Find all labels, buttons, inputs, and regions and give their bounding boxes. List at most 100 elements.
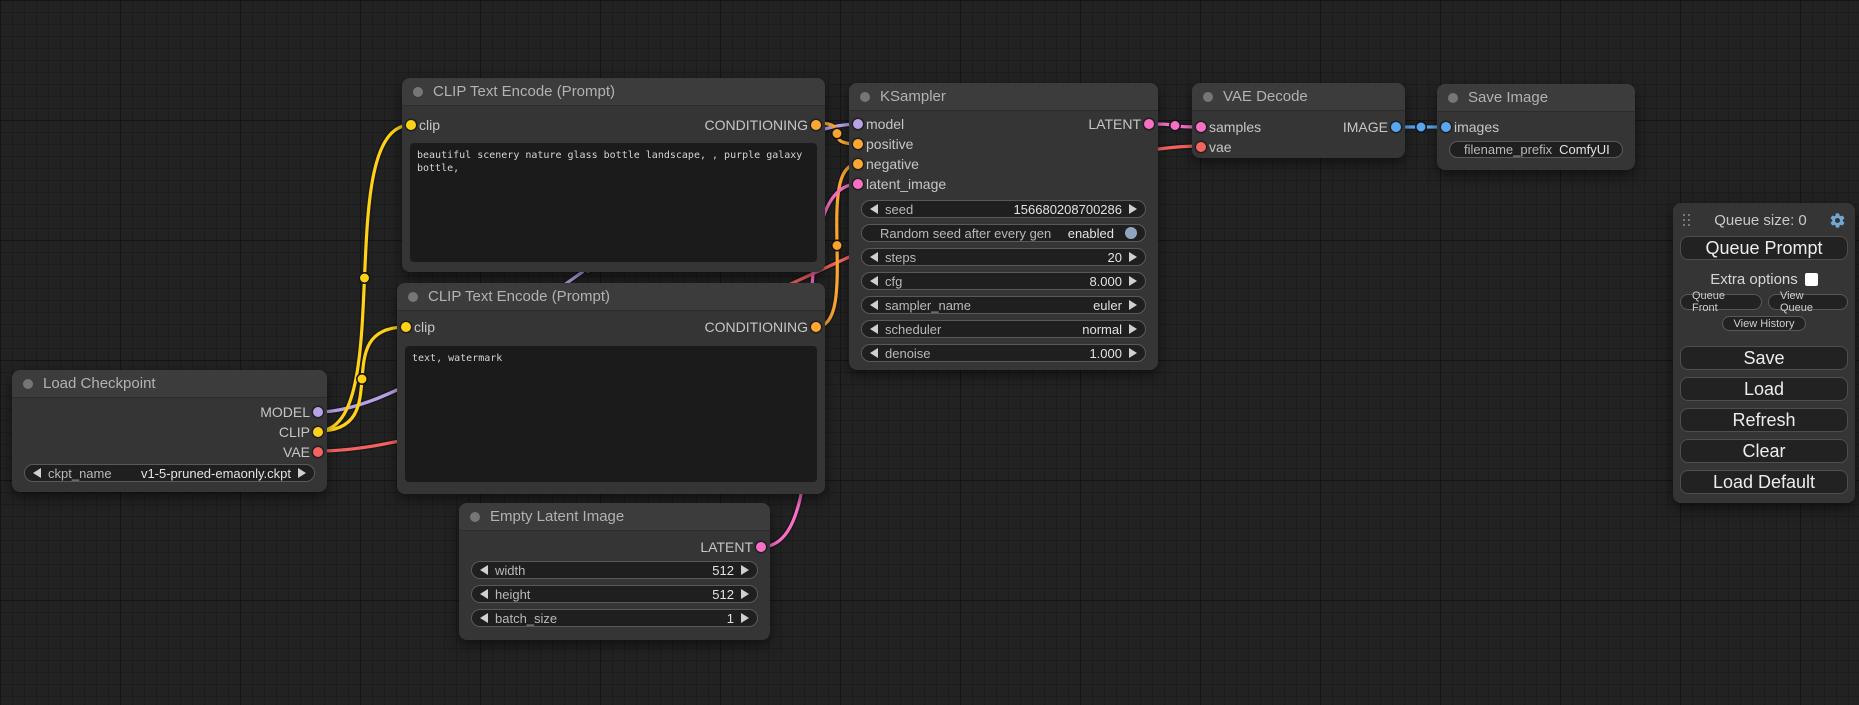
output-slot-image[interactable] bbox=[1391, 122, 1401, 132]
node-load-checkpoint[interactable]: Load Checkpoint MODEL CLIP VAE ckpt_name… bbox=[12, 370, 327, 492]
input-slot-samples[interactable] bbox=[1196, 122, 1206, 132]
queue-front-button[interactable]: Queue Front bbox=[1680, 290, 1762, 314]
input-slot-vae[interactable] bbox=[1196, 142, 1206, 152]
left-arrow-icon[interactable] bbox=[870, 300, 878, 310]
left-arrow-icon[interactable] bbox=[870, 204, 878, 214]
workflow-button-stack: Save Load Refresh Clear Load Default bbox=[1680, 346, 1848, 494]
random-seed-toggle-widget[interactable]: Random seed after every gen enabled bbox=[861, 224, 1146, 242]
denoise-widget[interactable]: denoise 1.000 bbox=[861, 344, 1146, 362]
input-slot-images[interactable] bbox=[1441, 122, 1451, 132]
left-arrow-icon[interactable] bbox=[480, 565, 488, 575]
view-history-button[interactable]: View History bbox=[1721, 316, 1807, 331]
filename-prefix-widget[interactable]: filename_prefix ComfyUI bbox=[1449, 141, 1623, 158]
link-midpoint-dot[interactable] bbox=[356, 373, 368, 385]
right-arrow-icon[interactable] bbox=[1129, 348, 1137, 358]
node-title-bar[interactable]: CLIP Text Encode (Prompt) bbox=[402, 78, 825, 106]
output-label: IMAGE bbox=[1342, 119, 1388, 135]
ckpt-name-widget[interactable]: ckpt_name v1-5-pruned-emaonly.ckpt bbox=[24, 464, 315, 482]
prompt-textarea[interactable]: beautiful scenery nature glass bottle la… bbox=[410, 143, 817, 262]
refresh-button[interactable]: Refresh bbox=[1680, 408, 1848, 432]
right-arrow-icon[interactable] bbox=[298, 468, 306, 478]
right-arrow-icon[interactable] bbox=[1129, 252, 1137, 262]
seed-widget[interactable]: seed 156680208700286 bbox=[861, 200, 1146, 218]
node-title-bar[interactable]: KSampler bbox=[849, 83, 1158, 111]
link-midpoint-dot[interactable] bbox=[358, 272, 371, 284]
right-arrow-icon[interactable] bbox=[1129, 204, 1137, 214]
input-slot-negative[interactable] bbox=[853, 159, 863, 169]
collapse-dot-icon[interactable] bbox=[860, 91, 870, 102]
right-arrow-icon[interactable] bbox=[1129, 276, 1137, 286]
left-arrow-icon[interactable] bbox=[870, 324, 878, 334]
widget-value: 512 bbox=[712, 586, 734, 602]
steps-widget[interactable]: steps 20 bbox=[861, 248, 1146, 266]
link-midpoint-dot[interactable] bbox=[831, 127, 843, 140]
input-slot-clip[interactable] bbox=[401, 322, 411, 332]
right-arrow-icon[interactable] bbox=[741, 565, 749, 575]
collapse-dot-icon[interactable] bbox=[1448, 92, 1458, 103]
collapse-dot-icon[interactable] bbox=[413, 86, 423, 97]
output-slot-conditioning[interactable] bbox=[811, 322, 821, 332]
left-arrow-icon[interactable] bbox=[480, 589, 488, 599]
node-clip-text-encode-negative[interactable]: CLIP Text Encode (Prompt) clip CONDITION… bbox=[397, 283, 825, 494]
node-title-bar[interactable]: Save Image bbox=[1437, 84, 1635, 112]
input-slot-clip[interactable] bbox=[406, 120, 416, 130]
node-title-bar[interactable]: Empty Latent Image bbox=[459, 503, 770, 531]
right-arrow-icon[interactable] bbox=[1129, 300, 1137, 310]
queue-panel: Queue size: 0 Queue Prompt Extra options… bbox=[1673, 203, 1855, 503]
left-arrow-icon[interactable] bbox=[870, 348, 878, 358]
output-slot-latent[interactable] bbox=[1144, 119, 1154, 129]
collapse-dot-icon[interactable] bbox=[23, 378, 33, 389]
node-ksampler[interactable]: KSampler model LATENT positive negative … bbox=[849, 83, 1158, 370]
collapse-dot-icon[interactable] bbox=[1203, 91, 1213, 102]
scheduler-widget[interactable]: scheduler normal bbox=[861, 320, 1146, 338]
right-arrow-icon[interactable] bbox=[741, 613, 749, 623]
prompt-textarea[interactable]: text, watermark bbox=[405, 346, 817, 482]
left-arrow-icon[interactable] bbox=[870, 276, 878, 286]
view-queue-button[interactable]: View Queue bbox=[1767, 290, 1848, 314]
node-vae-decode[interactable]: VAE Decode samples IMAGE vae bbox=[1192, 83, 1405, 158]
node-title: Save Image bbox=[1468, 89, 1549, 106]
input-label: model bbox=[866, 116, 905, 132]
widget-value: euler bbox=[1093, 297, 1122, 313]
right-arrow-icon[interactable] bbox=[1129, 324, 1137, 334]
link-midpoint-dot[interactable] bbox=[831, 239, 843, 252]
node-title-bar[interactable]: VAE Decode bbox=[1192, 83, 1405, 111]
node-title-bar[interactable]: CLIP Text Encode (Prompt) bbox=[397, 283, 825, 311]
input-slot-positive[interactable] bbox=[853, 139, 863, 149]
left-arrow-icon[interactable] bbox=[870, 252, 878, 262]
slot-row: LATENT bbox=[459, 537, 770, 557]
clear-button[interactable]: Clear bbox=[1680, 439, 1848, 463]
input-slot-latent-image[interactable] bbox=[853, 179, 863, 189]
toggle-dot-icon[interactable] bbox=[1125, 227, 1137, 239]
collapse-dot-icon[interactable] bbox=[408, 291, 418, 302]
output-slot-conditioning[interactable] bbox=[811, 120, 821, 130]
link-midpoint-dot[interactable] bbox=[1415, 121, 1427, 133]
cfg-widget[interactable]: cfg 8.000 bbox=[861, 272, 1146, 290]
right-arrow-icon[interactable] bbox=[741, 589, 749, 599]
gear-icon[interactable] bbox=[1829, 212, 1846, 229]
left-arrow-icon[interactable] bbox=[480, 613, 488, 623]
save-button[interactable]: Save bbox=[1680, 346, 1848, 370]
collapse-dot-icon[interactable] bbox=[470, 511, 480, 522]
node-save-image[interactable]: Save Image images filename_prefix ComfyU… bbox=[1437, 84, 1635, 170]
extra-options-checkbox[interactable] bbox=[1804, 272, 1818, 286]
queue-prompt-button[interactable]: Queue Prompt bbox=[1680, 236, 1848, 261]
left-arrow-icon[interactable] bbox=[33, 468, 41, 478]
width-widget[interactable]: width 512 bbox=[471, 561, 758, 579]
output-slot-latent[interactable] bbox=[756, 542, 766, 552]
load-button[interactable]: Load bbox=[1680, 377, 1848, 401]
output-slot-model[interactable] bbox=[313, 407, 323, 417]
batch-size-widget[interactable]: batch_size 1 bbox=[471, 609, 758, 627]
height-widget[interactable]: height 512 bbox=[471, 585, 758, 603]
drag-handle-icon[interactable] bbox=[1683, 213, 1692, 228]
load-default-button[interactable]: Load Default bbox=[1680, 470, 1848, 494]
node-clip-text-encode-positive[interactable]: CLIP Text Encode (Prompt) clip CONDITION… bbox=[402, 78, 825, 272]
output-slot-vae[interactable] bbox=[313, 447, 323, 457]
sampler-name-widget[interactable]: sampler_name euler bbox=[861, 296, 1146, 314]
input-slot-model[interactable] bbox=[853, 119, 863, 129]
output-slot-clip[interactable] bbox=[313, 427, 323, 437]
link-midpoint-dot[interactable] bbox=[1169, 119, 1181, 132]
node-empty-latent-image[interactable]: Empty Latent Image LATENT width 512 heig… bbox=[459, 503, 770, 640]
node-title-bar[interactable]: Load Checkpoint bbox=[12, 370, 327, 398]
